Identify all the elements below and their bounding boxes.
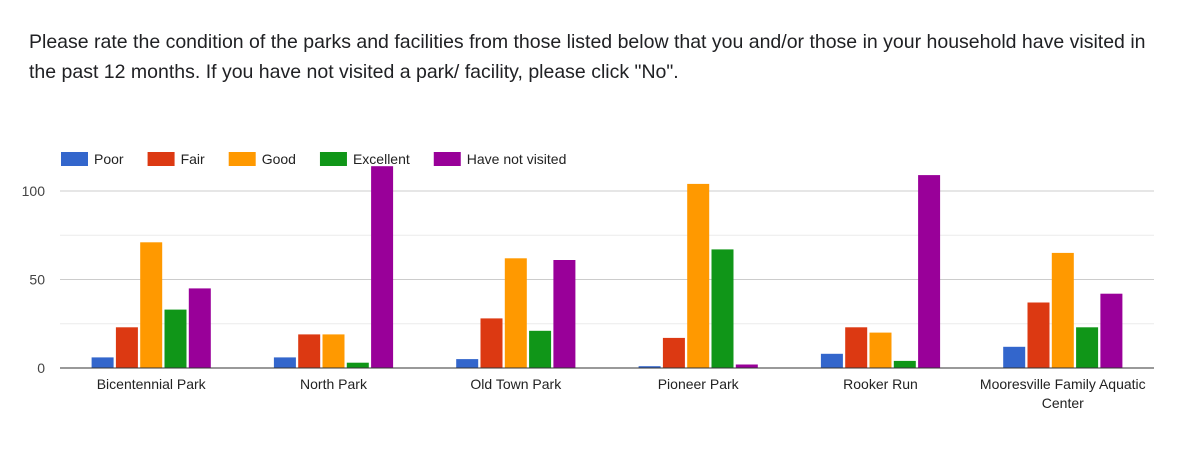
legend-item-poor[interactable]: Poor xyxy=(61,151,124,167)
legend-item-have-not-visited[interactable]: Have not visited xyxy=(433,151,567,167)
legend-label: Excellent xyxy=(353,151,410,167)
bar-have-not-visited[interactable] xyxy=(918,175,941,368)
category-label: North Park xyxy=(300,376,368,392)
bar-excellent[interactable] xyxy=(711,249,734,368)
y-tick-label: 0 xyxy=(37,360,45,376)
bar-good[interactable] xyxy=(322,334,345,368)
bar-fair[interactable] xyxy=(298,334,321,368)
legend-item-good[interactable]: Good xyxy=(228,151,296,167)
bar-have-not-visited[interactable] xyxy=(735,364,758,369)
bar-poor[interactable] xyxy=(91,357,114,368)
category-label: Mooresville Family Aquatic Center xyxy=(980,376,1146,411)
bar-good[interactable] xyxy=(869,332,892,368)
legend-label: Fair xyxy=(181,151,205,167)
bar-poor[interactable] xyxy=(456,359,479,368)
bar-have-not-visited[interactable] xyxy=(371,166,394,368)
bar-fair[interactable] xyxy=(662,337,685,368)
bar-have-not-visited[interactable] xyxy=(1100,293,1123,368)
bars xyxy=(91,166,1123,369)
y-axis-ticks: 0 50 100 xyxy=(22,183,46,376)
bar-excellent[interactable] xyxy=(1076,327,1099,368)
legend-item-excellent[interactable]: Excellent xyxy=(319,151,410,167)
bar-fair[interactable] xyxy=(480,318,503,368)
bar-good[interactable] xyxy=(504,258,527,368)
category-label: Bicentennial Park xyxy=(97,376,207,392)
bar-poor[interactable] xyxy=(638,366,661,368)
bar-excellent[interactable] xyxy=(346,362,369,368)
bar-good[interactable] xyxy=(1051,252,1074,368)
category-label: Rooker Run xyxy=(843,376,918,392)
bar-fair[interactable] xyxy=(1027,302,1050,369)
bar-good[interactable] xyxy=(140,242,163,368)
bar-fair[interactable] xyxy=(115,327,138,368)
legend-label: Poor xyxy=(94,151,124,167)
bar-excellent[interactable] xyxy=(164,309,187,368)
question-text: Please rate the condition of the parks a… xyxy=(29,31,1146,83)
bar-fair[interactable] xyxy=(845,327,868,368)
gridlines xyxy=(60,190,1154,325)
legend-label: Good xyxy=(262,151,296,167)
legend-swatch xyxy=(433,152,461,166)
legend-swatch xyxy=(228,152,256,166)
legend-swatch xyxy=(147,152,175,166)
bar-excellent[interactable] xyxy=(893,360,916,368)
bar-have-not-visited[interactable] xyxy=(553,260,576,368)
bar-poor[interactable] xyxy=(820,353,843,368)
legend-label: Have not visited xyxy=(467,151,567,167)
category-label: Pioneer Park xyxy=(658,376,740,392)
legend-swatch xyxy=(319,152,347,166)
bar-poor[interactable] xyxy=(273,357,296,368)
legend-swatch xyxy=(61,152,88,166)
bar-excellent[interactable] xyxy=(529,330,552,368)
bar-have-not-visited[interactable] xyxy=(188,288,211,368)
legend[interactable]: Poor Fair Good Excellent Have not visited xyxy=(61,151,566,167)
bar-good[interactable] xyxy=(687,183,710,368)
legend-item-fair[interactable]: Fair xyxy=(147,151,205,167)
x-axis-labels: Bicentennial Park North Park Old Town Park… xyxy=(97,376,1146,411)
category-label: Old Town Park xyxy=(470,376,562,392)
y-tick-label: 50 xyxy=(29,272,45,288)
y-tick-label: 100 xyxy=(22,183,46,199)
bar-poor[interactable] xyxy=(1003,346,1026,368)
